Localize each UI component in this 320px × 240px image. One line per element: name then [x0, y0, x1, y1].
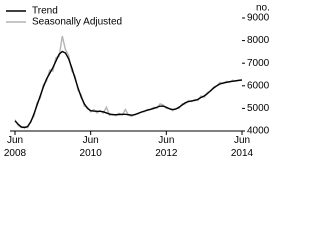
series-line — [14, 50, 243, 129]
x-tick-label: Jun 2010 — [79, 135, 102, 159]
y-tick-label: 5000 — [247, 103, 270, 114]
x-tick-label: Jun 2014 — [230, 135, 254, 159]
y-tick-label: 6000 — [247, 80, 270, 91]
y-tick-label: 8000 — [247, 35, 270, 46]
x-tick-label: Jun 2012 — [155, 135, 178, 159]
unit-label: no. — [256, 3, 270, 14]
y-tick-label: 7000 — [247, 58, 270, 69]
series-line — [14, 35, 242, 129]
chart: no. 4000 5000 6000 7000 8000 9000 Trend Seasona… — [3, 3, 270, 159]
y-tick-label: 9000 — [247, 13, 270, 24]
y-tick-label: 4000 — [247, 126, 270, 137]
x-tick-label: Jun 2008 — [3, 135, 27, 159]
legend-label: Trend — [32, 6, 58, 17]
legend-label: Seasonally Adjusted — [32, 17, 122, 28]
chart-svg: no. 4000 5000 6000 7000 8000 9000 TrendSeasona… — [6, 3, 270, 137]
